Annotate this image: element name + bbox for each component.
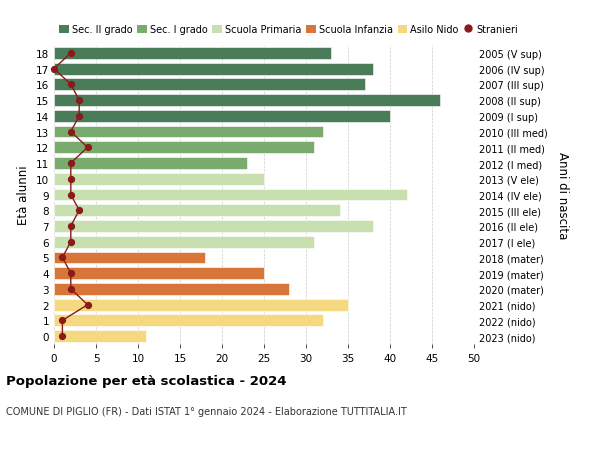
Point (58, 254, 67, 262)
Point (58, 317, 67, 325)
Point (66, 129, 76, 136)
Bar (54, 174, 264, 185)
Point (66, 270, 76, 277)
Text: COMUNE DI PIGLIO (FR) - Dati ISTAT 1° gennaio 2024 - Elaborazione TUTTITALIA.IT: COMUNE DI PIGLIO (FR) - Dati ISTAT 1° ge… (6, 406, 407, 416)
Bar (54, 252, 205, 264)
Bar (54, 79, 365, 91)
Bar (54, 236, 314, 248)
Point (66, 191, 76, 199)
Point (66, 285, 76, 293)
Point (58, 333, 67, 340)
Y-axis label: Età alunni: Età alunni (17, 165, 31, 225)
Bar (54, 142, 314, 154)
Bar (54, 205, 340, 217)
Point (66, 50, 76, 57)
Bar (54, 95, 440, 107)
Bar (54, 48, 331, 60)
Point (66, 239, 76, 246)
Bar (54, 189, 407, 201)
Point (83, 301, 92, 308)
Bar (54, 111, 390, 123)
Bar (54, 268, 264, 280)
Point (66, 223, 76, 230)
Point (74, 207, 84, 214)
Bar (54, 221, 373, 232)
Point (74, 113, 84, 120)
Point (83, 144, 92, 151)
Bar (54, 126, 323, 138)
Bar (54, 330, 146, 342)
Point (74, 97, 84, 105)
Point (66, 82, 76, 89)
Bar (54, 63, 373, 75)
Text: Popolazione per età scolastica - 2024: Popolazione per età scolastica - 2024 (6, 374, 287, 387)
Bar (54, 315, 323, 327)
Bar (54, 283, 289, 295)
Y-axis label: Anni di nascita: Anni di nascita (556, 151, 569, 239)
Bar (54, 158, 247, 169)
Point (49, 66, 59, 73)
Point (66, 160, 76, 168)
Point (66, 176, 76, 183)
Legend: Sec. II grado, Sec. I grado, Scuola Primaria, Scuola Infanzia, Asilo Nido, Stran: Sec. II grado, Sec. I grado, Scuola Prim… (59, 25, 518, 35)
Bar (54, 299, 348, 311)
